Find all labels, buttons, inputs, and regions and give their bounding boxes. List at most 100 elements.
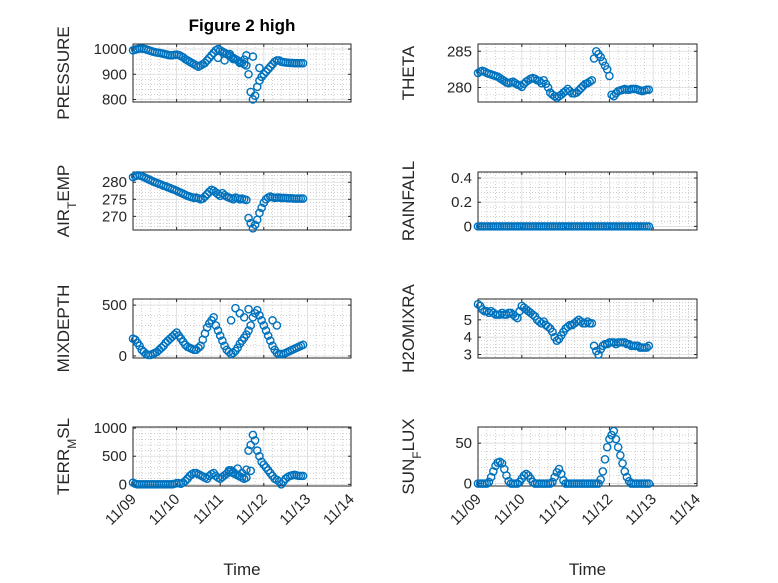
data-point bbox=[497, 459, 507, 468]
data-point bbox=[644, 222, 654, 231]
data-point bbox=[594, 350, 603, 359]
data-point bbox=[239, 55, 249, 64]
y-axis-label: TERRMSL bbox=[54, 418, 79, 495]
data-point bbox=[642, 343, 651, 352]
data-point bbox=[255, 63, 264, 73]
data-point bbox=[135, 341, 144, 351]
data-point bbox=[563, 84, 573, 94]
data-point bbox=[266, 336, 275, 346]
data-point bbox=[607, 90, 616, 100]
data-point bbox=[552, 336, 562, 345]
data-point bbox=[554, 464, 564, 474]
data-point bbox=[605, 71, 614, 81]
data-points bbox=[128, 303, 308, 360]
data-point bbox=[246, 440, 256, 450]
data-point bbox=[618, 459, 627, 468]
data-point bbox=[257, 203, 266, 213]
data-point bbox=[545, 479, 555, 488]
data-point bbox=[596, 52, 605, 62]
data-point bbox=[576, 83, 586, 93]
data-point bbox=[244, 446, 253, 455]
y-tick-label: 50 bbox=[455, 435, 472, 452]
data-point bbox=[602, 442, 612, 452]
data-point bbox=[246, 218, 256, 228]
data-point bbox=[252, 305, 262, 315]
y-tick-label: 0.2 bbox=[451, 194, 472, 211]
x-tick-label: 11/12 bbox=[578, 491, 616, 529]
data-point bbox=[215, 331, 225, 340]
data-point bbox=[268, 316, 277, 325]
data-point bbox=[543, 322, 553, 332]
data-point bbox=[298, 194, 308, 203]
data-point bbox=[598, 467, 608, 476]
subplot-4: 0 0.2 0.4 RAINFALL bbox=[399, 161, 698, 241]
data-point bbox=[257, 72, 266, 82]
y-tick-label: 0 bbox=[119, 476, 127, 493]
data-point bbox=[585, 77, 594, 86]
data-point bbox=[587, 318, 597, 328]
plot-area bbox=[133, 299, 351, 358]
x-tick-label: 11/11 bbox=[535, 491, 572, 528]
x-tick-label: 11/10 bbox=[491, 491, 529, 529]
data-point bbox=[244, 69, 253, 79]
x-tick-label: 11/13 bbox=[622, 491, 660, 529]
data-point bbox=[200, 192, 210, 201]
data-point bbox=[495, 457, 505, 467]
data-point bbox=[616, 450, 625, 460]
data-point bbox=[298, 471, 308, 481]
data-point bbox=[543, 83, 553, 92]
data-point bbox=[598, 57, 608, 66]
data-point bbox=[537, 318, 546, 328]
data-point bbox=[257, 316, 266, 325]
data-point bbox=[246, 466, 256, 476]
data-point bbox=[226, 316, 236, 325]
y-tick-label: 500 bbox=[102, 448, 127, 465]
data-point bbox=[261, 67, 271, 77]
data-point bbox=[250, 220, 260, 230]
data-point bbox=[519, 471, 529, 480]
data-point bbox=[242, 465, 251, 475]
data-points bbox=[473, 46, 654, 102]
y-axis-label: H2OMIXRA bbox=[399, 283, 418, 372]
y-tick-label: 5 bbox=[464, 312, 472, 329]
data-point bbox=[484, 477, 494, 487]
y-axis-label: MIXDEPTH bbox=[54, 285, 73, 373]
data-point bbox=[473, 299, 483, 309]
y-axis-label: AIRTEMP bbox=[54, 165, 79, 238]
data-point bbox=[250, 91, 260, 100]
data-point bbox=[589, 341, 599, 351]
y-tick-label: 0 bbox=[464, 218, 472, 235]
data-point bbox=[550, 472, 559, 482]
y-tick-label: 270 bbox=[102, 208, 127, 225]
subplot-8: 0 50 11/09 11/10 11/11 11/12 11/13 11/14 SUNFLUX… bbox=[399, 418, 704, 579]
axes-box bbox=[477, 43, 698, 103]
plot-area bbox=[478, 172, 697, 230]
data-point bbox=[231, 303, 240, 313]
data-point bbox=[587, 75, 597, 85]
data-point bbox=[528, 310, 538, 319]
data-point bbox=[611, 434, 621, 444]
y-tick-label: 280 bbox=[447, 80, 472, 97]
y-axis-label: PRESSURE bbox=[54, 26, 73, 120]
data-point bbox=[263, 331, 273, 340]
y-axis-label: THETA bbox=[399, 45, 418, 100]
y-tick-label: 0.4 bbox=[451, 170, 472, 187]
y-tick-label: 1000 bbox=[94, 41, 127, 58]
data-point bbox=[252, 446, 262, 455]
data-point bbox=[200, 58, 210, 68]
y-tick-label: 3 bbox=[464, 347, 472, 364]
data-point bbox=[521, 469, 531, 479]
data-point bbox=[259, 321, 269, 330]
x-axis-label: Time bbox=[569, 560, 606, 579]
data-point bbox=[248, 430, 258, 440]
data-point bbox=[242, 195, 251, 205]
y-tick-label: 1000 bbox=[94, 420, 127, 437]
data-point bbox=[211, 321, 221, 330]
data-point bbox=[272, 321, 282, 330]
data-points bbox=[473, 222, 654, 231]
subplot-6: 345 H2OMIXRA bbox=[399, 283, 698, 373]
data-point bbox=[263, 64, 273, 74]
data-point bbox=[213, 326, 223, 335]
data-point bbox=[181, 476, 190, 486]
data-point bbox=[298, 340, 308, 350]
